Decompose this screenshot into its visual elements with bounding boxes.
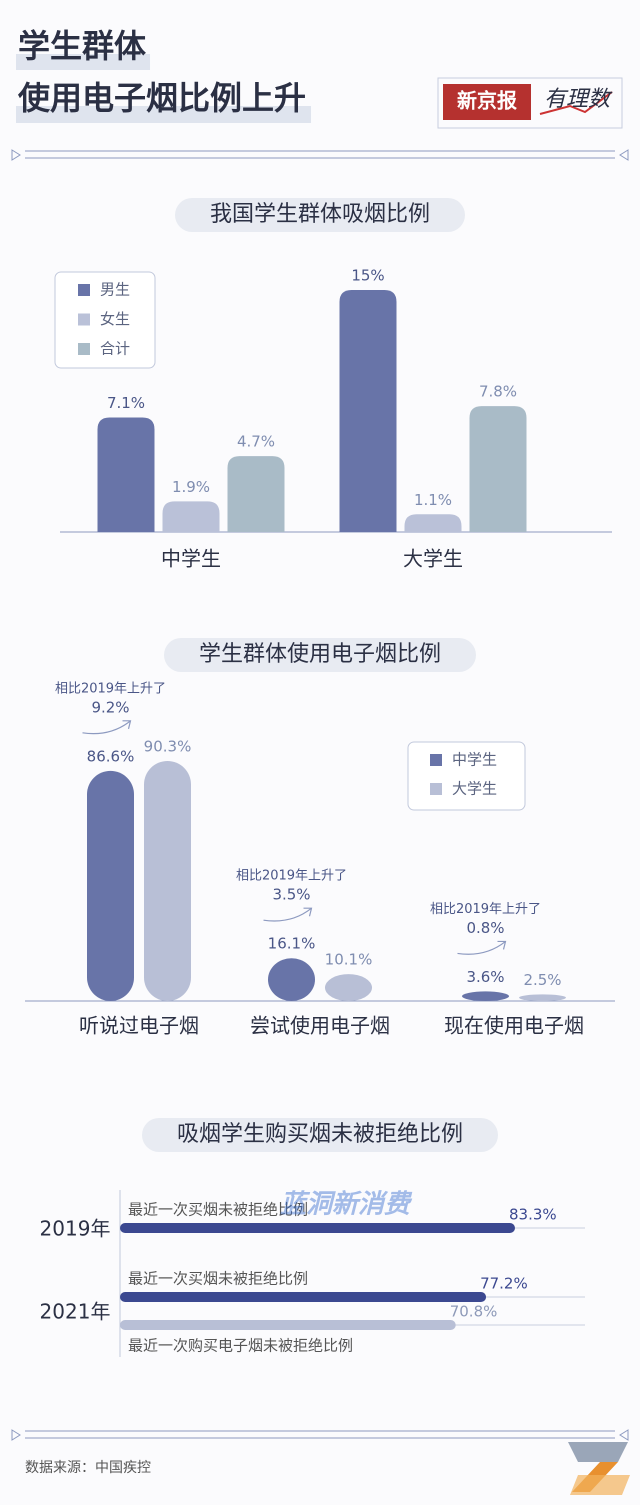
- bar: [268, 958, 315, 1001]
- annotation-arrow: [82, 720, 132, 735]
- divider: [11, 1429, 629, 1441]
- x-tick-label: 尝试使用电子烟: [250, 1014, 390, 1038]
- value-label: 16.1%: [268, 935, 316, 953]
- column-name: 有理数: [544, 87, 613, 112]
- legend-swatch: [78, 343, 90, 355]
- annotation-arrow: [457, 940, 507, 955]
- bar: [120, 1223, 515, 1233]
- bar: [325, 974, 372, 1001]
- title-pill: [141, 1118, 499, 1152]
- chart-title: 吸烟学生购买烟未被拒绝比例: [177, 1122, 463, 1147]
- source: 数据来源：中国疾控: [25, 1460, 151, 1476]
- legend-label: 合计: [100, 340, 130, 358]
- page-title: 使用电子烟比例上升: [17, 79, 306, 117]
- corner-logo: [568, 1442, 630, 1495]
- y-tick-label: 2019年: [40, 1217, 111, 1241]
- value-label: 7.8%: [479, 383, 517, 401]
- bar: [462, 991, 509, 1001]
- divider: [11, 149, 629, 161]
- annotation-text: 相比2019年上升了: [55, 681, 166, 696]
- watermark: 蓝洞新消费: [280, 1190, 413, 1220]
- value-label: 86.6%: [87, 747, 135, 765]
- value-label: 15%: [351, 267, 384, 285]
- x-tick-label: 大学生: [403, 547, 463, 571]
- value-label: 1.9%: [172, 478, 210, 496]
- legend-label: 男生: [100, 281, 130, 299]
- value-label: 2.5%: [523, 971, 561, 989]
- bar: [120, 1292, 487, 1302]
- section-title: 吸烟学生购买烟未被拒绝比例: [141, 1118, 499, 1152]
- title-highlight: [16, 106, 312, 123]
- annotation-value: 9.2%: [91, 698, 129, 716]
- value-label: 4.7%: [237, 433, 275, 451]
- section-title: 我国学生群体吸烟比例: [174, 198, 466, 232]
- x-tick-label: 听说过电子烟: [79, 1014, 199, 1038]
- bar: [162, 501, 220, 532]
- bar: [404, 514, 462, 532]
- title-highlights: [16, 54, 312, 123]
- legend-swatch: [430, 783, 442, 795]
- bar: [227, 456, 285, 532]
- brand-stroke: [539, 91, 613, 115]
- annotation-value: 3.5%: [272, 886, 310, 904]
- value-label: 7.1%: [107, 394, 145, 412]
- title-pill: [174, 198, 466, 232]
- title-pill: [163, 638, 477, 672]
- x-tick-label: 中学生: [161, 547, 221, 571]
- value-label: 83.3%: [509, 1206, 557, 1224]
- bar: [120, 1320, 456, 1330]
- chart-title: 学生群体使用电子烟比例: [199, 642, 441, 667]
- bar: [339, 290, 397, 532]
- x-tick-label: 现在使用电子烟: [444, 1014, 584, 1038]
- page-title: 学生群体: [18, 27, 146, 65]
- value-label: 70.8%: [450, 1303, 498, 1321]
- brand-box: [443, 84, 531, 120]
- brand: 新京报: [457, 89, 517, 113]
- title-highlight: [16, 54, 151, 70]
- legend-swatch: [78, 284, 90, 296]
- bar: [97, 417, 155, 532]
- bar-label: 最近一次购买电子烟未被拒绝比例: [128, 1337, 353, 1355]
- value-label: 10.1%: [325, 951, 373, 969]
- legend-label: 中学生: [452, 751, 497, 769]
- legend-swatch: [78, 313, 90, 326]
- bar: [144, 761, 191, 1001]
- legend-swatch: [430, 754, 442, 766]
- value-label: 1.1%: [414, 491, 452, 509]
- bar: [519, 994, 566, 1001]
- value-label: 3.6%: [466, 968, 504, 986]
- bar: [469, 406, 527, 532]
- legend-label: 大学生: [452, 780, 497, 798]
- annotation-text: 相比2019年上升了: [236, 869, 347, 884]
- annotation-value: 0.8%: [466, 919, 504, 937]
- section-title: 学生群体使用电子烟比例: [163, 638, 477, 672]
- legend-label: 女生: [100, 310, 130, 328]
- chart-title: 我国学生群体吸烟比例: [210, 202, 430, 227]
- annotation-arrow: [263, 907, 313, 922]
- bar-label: 最近一次买烟未被拒绝比例: [128, 1201, 308, 1219]
- value-label: 90.3%: [144, 738, 192, 756]
- brand-frame: [437, 77, 623, 129]
- bar-label: 最近一次买烟未被拒绝比例: [128, 1270, 308, 1288]
- y-tick-label: 2021年: [40, 1300, 111, 1324]
- annotation-text: 相比2019年上升了: [430, 902, 541, 917]
- value-label: 77.2%: [480, 1275, 528, 1293]
- bar: [87, 770, 134, 1001]
